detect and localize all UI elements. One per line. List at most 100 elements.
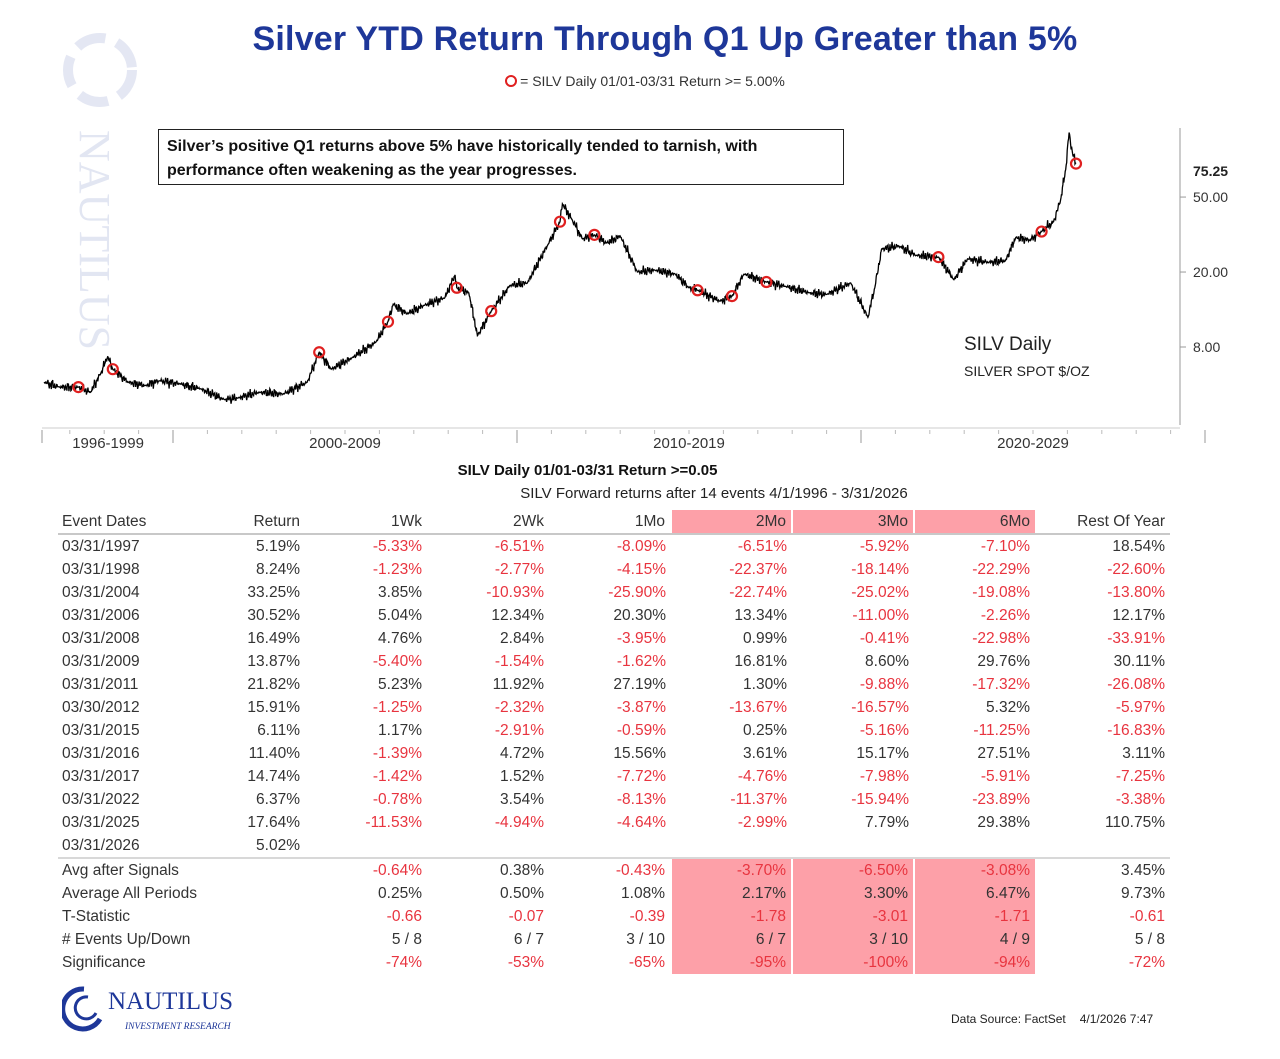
table-row: 03/31/1998 8.24% -1.23% -2.77% -4.15% -22.37%… bbox=[58, 558, 1170, 581]
cell: 17.64% bbox=[247, 813, 300, 831]
cell: 2.17% bbox=[670, 882, 792, 905]
cell: -6.51% bbox=[494, 537, 544, 555]
cell: 1.30% bbox=[743, 675, 787, 693]
cell: -0.64% bbox=[372, 861, 422, 879]
cell: -95% bbox=[670, 951, 792, 974]
cell: -0.07 bbox=[508, 907, 544, 925]
cell: 29.76% bbox=[977, 652, 1030, 670]
cell: 5 / 8 bbox=[1134, 930, 1165, 948]
row-label: 03/31/2008 bbox=[62, 629, 140, 647]
row-label: T-Statistic bbox=[62, 907, 131, 925]
table-row: 03/31/2015 6.11% 1.17% -2.91% -0.59% 0.25% -5.… bbox=[58, 719, 1170, 742]
cell: -1.25% bbox=[372, 698, 422, 716]
cell bbox=[671, 834, 792, 859]
cell: 5.32% bbox=[986, 698, 1030, 716]
event-marker bbox=[72, 381, 85, 394]
cell: -4.76% bbox=[737, 767, 787, 785]
cell: 5.02% bbox=[183, 834, 305, 859]
cell: 11.40% bbox=[248, 744, 300, 762]
nautilus-logo: NAUTILUS INVESTMENT RESEARCH bbox=[62, 986, 233, 1032]
table-subtitle: SILV Forward returns after 14 events 4/1… bbox=[520, 485, 908, 502]
cell: 27.19% bbox=[613, 675, 666, 693]
cell: -2.99% bbox=[737, 813, 787, 831]
table-row: 03/31/2008 16.49% 4.76% 2.84% -3.95% 0.99% -0.… bbox=[58, 627, 1170, 650]
cell bbox=[1035, 834, 1170, 859]
cell: 0.38% bbox=[500, 861, 544, 879]
event-marker bbox=[381, 315, 395, 328]
row-label: Significance bbox=[62, 953, 146, 971]
cell: 0.50% bbox=[500, 884, 544, 902]
cell: 13.87% bbox=[247, 652, 300, 670]
cell: -13.80% bbox=[1107, 583, 1165, 601]
cell: -33.91% bbox=[1107, 629, 1165, 647]
cell: 5.23% bbox=[378, 675, 422, 693]
event-marker-icon bbox=[505, 75, 518, 87]
cell: -11.53% bbox=[365, 813, 422, 831]
cell: -3.01 bbox=[791, 905, 914, 928]
cell: -3.38% bbox=[1115, 790, 1165, 808]
cell: -23.89% bbox=[972, 790, 1030, 808]
cell: -1.23% bbox=[372, 560, 422, 578]
price-line bbox=[43, 132, 1077, 404]
cell: -0.59% bbox=[616, 721, 666, 739]
cell: 6 / 7 bbox=[670, 928, 792, 951]
row-label: 03/30/2012 bbox=[62, 698, 140, 716]
event-marker bbox=[932, 251, 945, 264]
cell: -94% bbox=[913, 951, 1035, 974]
row-label: 03/31/1997 bbox=[62, 537, 140, 555]
y-tick-label: 50.00 bbox=[1193, 189, 1228, 205]
cell: -74% bbox=[385, 953, 422, 971]
cell: -6.50% bbox=[791, 858, 914, 882]
cell: -5.97% bbox=[1115, 698, 1165, 716]
legend: = SILV Daily 01/01-03/31 Return >= 5.00% bbox=[0, 73, 1280, 89]
cell: -26.08% bbox=[1107, 675, 1165, 693]
cell: -11.37% bbox=[730, 790, 787, 808]
cell: 15.56% bbox=[613, 744, 666, 762]
cell: -1.62% bbox=[616, 652, 666, 670]
table-row: 03/31/2011 21.82% 5.23% 11.92% 27.19% 1.30% -9… bbox=[58, 673, 1170, 696]
cell: -100% bbox=[791, 951, 914, 974]
cell: -6.51% bbox=[737, 537, 787, 555]
cell: 6.47% bbox=[913, 882, 1035, 905]
cell: -2.32% bbox=[494, 698, 544, 716]
cell: 30.11% bbox=[1113, 652, 1165, 670]
cell: 3 / 10 bbox=[626, 930, 665, 948]
cell: 27.51% bbox=[977, 744, 1030, 762]
cell: -1.39% bbox=[372, 744, 422, 762]
row-label: 03/31/2011 bbox=[62, 675, 139, 693]
cell: 12.17% bbox=[1112, 606, 1165, 624]
cell: 15.91% bbox=[247, 698, 300, 716]
row-label: 03/31/2006 bbox=[62, 606, 140, 624]
cell: -22.37% bbox=[729, 560, 787, 578]
event-marker bbox=[313, 346, 326, 359]
cell: 1.52% bbox=[500, 767, 544, 785]
cell: -3.87% bbox=[616, 698, 666, 716]
cell: 3.45% bbox=[1121, 861, 1165, 879]
cell: -9.88% bbox=[859, 675, 909, 693]
y-tick-label: 20.00 bbox=[1193, 264, 1228, 280]
cell: -25.02% bbox=[851, 583, 909, 601]
column-header: 1Wk bbox=[305, 510, 427, 535]
row-label: 03/31/2022 bbox=[62, 790, 140, 808]
cell: 3.30% bbox=[791, 882, 914, 905]
cell: 21.82% bbox=[247, 675, 300, 693]
cell: 20.30% bbox=[613, 606, 666, 624]
table-row: 03/31/1997 5.19% -5.33% -6.51% -8.09% -6.51% -… bbox=[58, 534, 1170, 558]
row-label: Avg after Signals bbox=[62, 861, 179, 879]
cell: -5.33% bbox=[372, 537, 422, 555]
summary-row: Average All Periods 0.25% 0.50% 1.08% 2.17% 3… bbox=[58, 882, 1170, 905]
cell: -0.66 bbox=[386, 907, 422, 925]
cell: 33.25% bbox=[247, 583, 300, 601]
cell: -22.29% bbox=[972, 560, 1030, 578]
cell: 0.25% bbox=[378, 884, 422, 902]
cell: -5.16% bbox=[859, 721, 909, 739]
event-marker bbox=[760, 275, 773, 289]
legend-text: = SILV Daily 01/01-03/31 Return >= 5.00% bbox=[520, 73, 785, 89]
cell: -2.91% bbox=[494, 721, 544, 739]
cell: 12.34% bbox=[491, 606, 544, 624]
cell: -72% bbox=[1128, 953, 1165, 971]
cell: -15.94% bbox=[851, 790, 909, 808]
cell: -3.95% bbox=[616, 629, 666, 647]
cell: 30.52% bbox=[247, 606, 300, 624]
